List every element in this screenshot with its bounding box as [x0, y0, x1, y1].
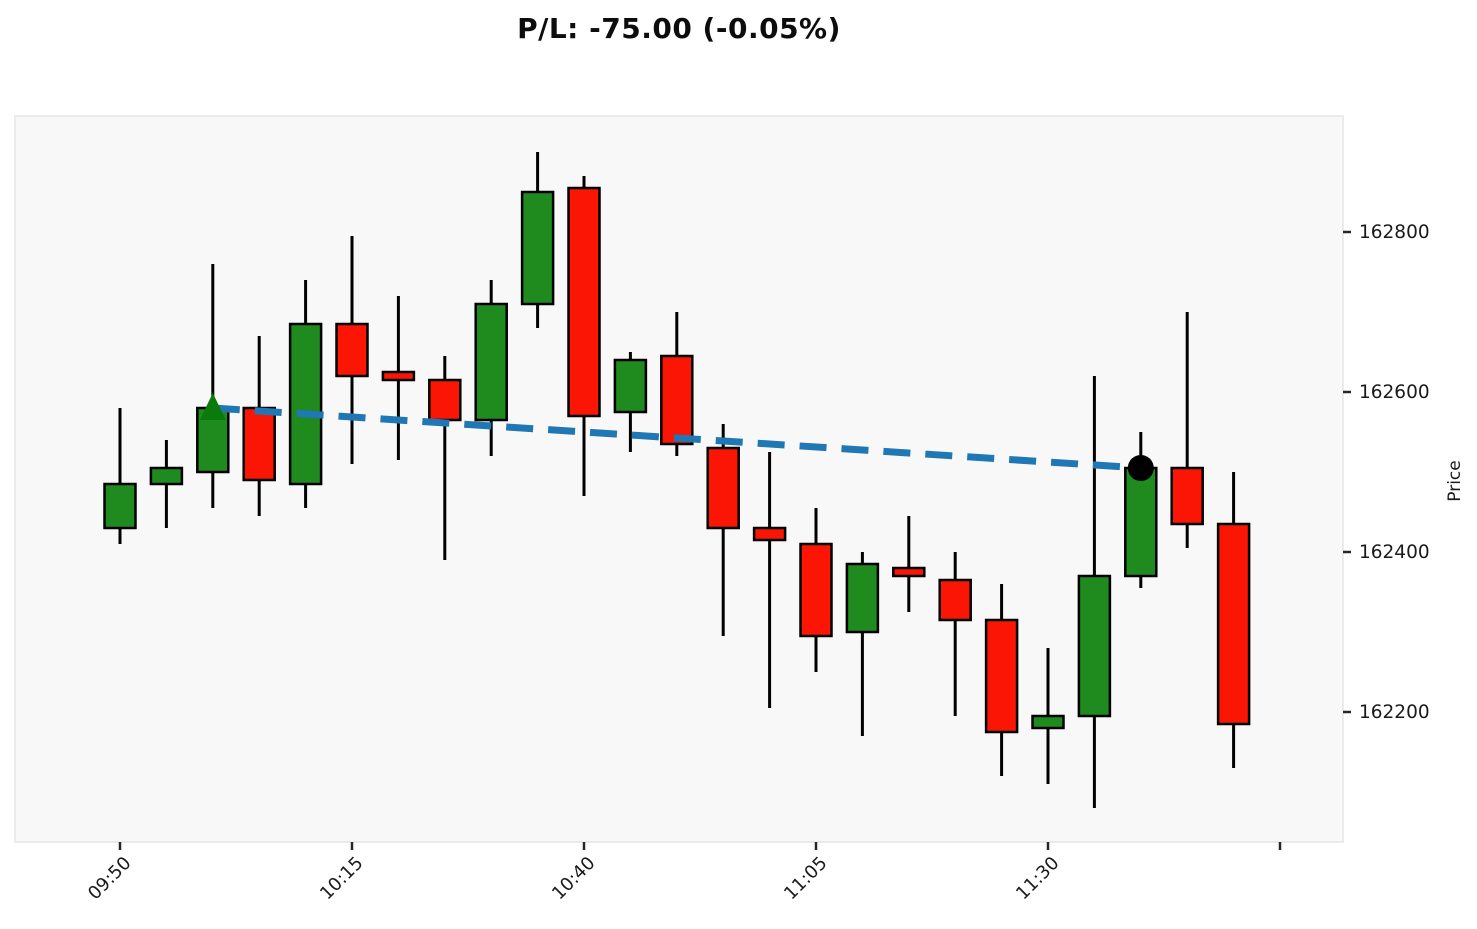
candle-body: [288, 322, 323, 486]
candle-body: [1170, 466, 1204, 526]
trade-line: [212, 404, 1142, 472]
y-tick-label: 162600: [1359, 382, 1430, 403]
candle-body: [149, 466, 184, 486]
candle-body: [428, 378, 462, 422]
x-tick-label: 10:40: [548, 853, 600, 905]
candle-body: [520, 190, 555, 306]
candle-body: [242, 406, 276, 482]
x-tick-label: 11:30: [1012, 853, 1064, 905]
current-price-dot: [1127, 455, 1154, 481]
candle-body: [335, 322, 369, 378]
y-tick-label: 162200: [1359, 702, 1430, 723]
candle-body: [381, 370, 416, 382]
chart-title: P/L: -75.00 (-0.05%): [517, 12, 841, 45]
candle-body: [706, 446, 740, 530]
candle-body: [752, 526, 787, 542]
x-tick-label: 11:05: [780, 853, 832, 905]
candle-body: [1031, 714, 1065, 730]
x-tick-label: 10:15: [316, 853, 368, 905]
candle-body: [567, 186, 601, 418]
candle-body: [613, 358, 648, 414]
entry-marker-icon: [199, 393, 226, 420]
plot-area: [14, 115, 1344, 843]
price-axis-label: Price: [1445, 460, 1465, 502]
candle-body: [938, 578, 972, 622]
candle-body: [984, 618, 1019, 734]
candle-body: [1077, 574, 1112, 718]
candle-body: [799, 542, 833, 638]
x-tick-label: 09:50: [84, 853, 136, 905]
candle-body: [845, 562, 880, 634]
candle-body: [660, 354, 694, 446]
candle-body: [892, 566, 926, 578]
y-tick-label: 162800: [1359, 222, 1430, 243]
candle-body: [1216, 522, 1251, 726]
candle-body: [474, 302, 508, 422]
candle-body: [1124, 466, 1158, 578]
y-tick-label: 162400: [1359, 542, 1430, 563]
candle-body: [103, 482, 137, 530]
